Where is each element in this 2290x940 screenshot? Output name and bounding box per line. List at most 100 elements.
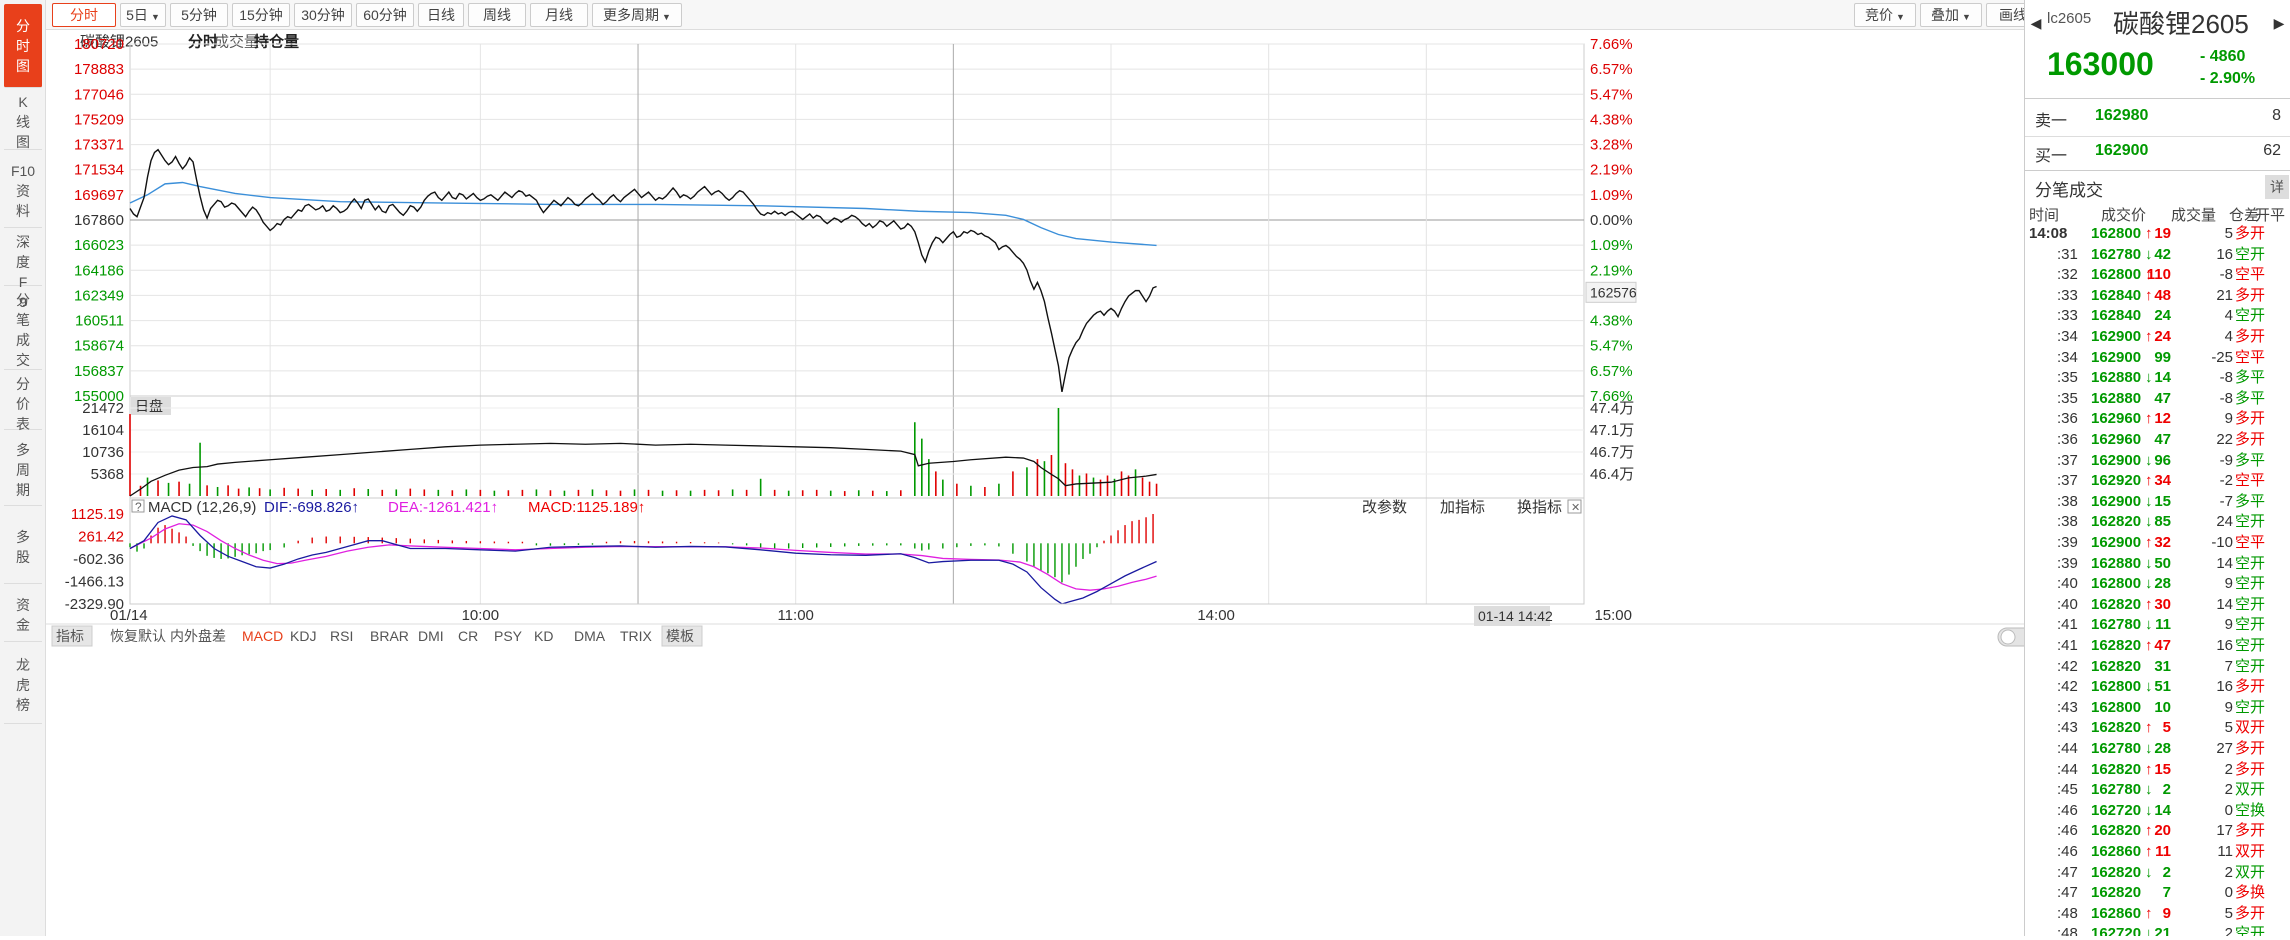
indicator-tab-2[interactable]: 内外盘差: [170, 628, 226, 644]
volume-axis-label: 5368: [91, 466, 124, 483]
tool-button-label: 画线: [1999, 7, 2027, 23]
price-axis-label: 156837: [74, 363, 124, 380]
nav-item-6[interactable]: 多周期: [4, 434, 42, 506]
period-button-3[interactable]: 15分钟: [232, 3, 290, 27]
indicator-tab-8[interactable]: CR: [458, 628, 478, 644]
trades-detail-button[interactable]: 详: [2265, 175, 2289, 199]
trade-oi-change: -8: [2219, 389, 2233, 407]
trade-volume: 28: [2154, 575, 2171, 593]
prev-arrow-icon[interactable]: ◀: [2030, 15, 2042, 31]
nav-item-4[interactable]: 分笔成交: [4, 290, 42, 370]
nav-item-2[interactable]: F10 资料: [4, 154, 42, 228]
trade-time: :40: [2057, 575, 2078, 593]
period-button-6[interactable]: 日线: [418, 3, 464, 27]
indicator-tab-9[interactable]: PSY: [494, 628, 523, 644]
nav-item-7[interactable]: 多股: [4, 510, 42, 584]
trade-row: :32 162800 ↑ 110 -8 空平: [2025, 265, 2290, 286]
indicator-tab-10[interactable]: KD: [534, 628, 553, 644]
trade-direction-icon: ↓: [2145, 801, 2153, 819]
indicator-tab-3[interactable]: MACD: [242, 628, 283, 644]
indicator-tab-4[interactable]: KDJ: [290, 628, 316, 644]
trade-oi-change: 2: [2224, 863, 2233, 881]
period-button-9[interactable]: 更多周期 ▼: [592, 3, 682, 27]
macd-link-2[interactable]: 换指标: [1517, 499, 1562, 516]
trade-time: :33: [2057, 307, 2078, 325]
period-button-label: 更多周期: [603, 7, 660, 23]
trade-open-close: 双开: [2235, 863, 2266, 881]
trade-open-close: 多平: [2235, 492, 2266, 510]
percent-axis-label: 4.38%: [1590, 111, 1633, 128]
trade-row: :39 162900 ↑ 32 -10 空平: [2025, 533, 2290, 554]
nav-item-8[interactable]: 资金: [4, 588, 42, 642]
nav-item-0[interactable]: 分时图: [4, 4, 42, 88]
trade-price: 162800: [2091, 225, 2142, 242]
indicator-tab-13[interactable]: 模板: [666, 628, 694, 644]
trade-direction-icon: ↓: [2145, 554, 2153, 572]
trade-volume: 99: [2154, 348, 2171, 366]
macd-dif-value: DIF:-698.826↑: [264, 499, 359, 516]
trade-time: :32: [2057, 266, 2078, 284]
help-icon-box[interactable]: [131, 499, 145, 513]
period-button-2[interactable]: 5分钟: [170, 3, 228, 27]
trade-open-close: 多开: [2235, 225, 2266, 242]
nav-item-9[interactable]: 龙虎榜: [4, 646, 42, 724]
macd-dea-value: DEA:-1261.421↑: [388, 499, 498, 516]
trade-row: :46 162820 ↑ 20 17 多开: [2025, 821, 2290, 842]
trade-row: :43 162820 ↑ 5 5 双开: [2025, 718, 2290, 739]
macd-hist-value: MACD:1125.189↑: [528, 499, 645, 516]
period-button-8[interactable]: 月线: [530, 3, 588, 27]
trade-time: :33: [2057, 286, 2078, 304]
tool-button-1[interactable]: 叠加 ▼: [1920, 3, 1982, 27]
nav-item-5[interactable]: 分价表: [4, 374, 42, 432]
bid-label: 买一: [2035, 148, 2068, 165]
tool-button-0[interactable]: 竞价 ▼: [1854, 3, 1916, 27]
trade-row: :45 162780 ↓ 2 2 双开: [2025, 780, 2290, 801]
period-button-0[interactable]: 分时: [52, 3, 116, 27]
period-button-label: 5日: [126, 7, 148, 23]
trades-list[interactable]: 14:08 162800 ↑ 19 5 多开:31 162780 ↓ 42 16 空开:32 1628…: [2025, 224, 2290, 936]
next-arrow-icon[interactable]: ▶: [2273, 15, 2285, 31]
percent-axis-label: 1.09%: [1590, 187, 1633, 204]
trade-volume: 14: [2154, 801, 2171, 819]
macd-link-0[interactable]: 改参数: [1362, 499, 1407, 516]
trade-row: :37 162920 ↑ 34 -2 空平: [2025, 471, 2290, 492]
divider: [2025, 136, 2290, 137]
indicator-tab-0[interactable]: 指标: [56, 628, 84, 644]
divider: [2025, 170, 2290, 171]
trade-volume: 11: [2155, 843, 2171, 860]
trade-row: :43 162800 10 9 空开: [2025, 698, 2290, 719]
trade-volume: 47: [2154, 431, 2171, 448]
trades-title: 分笔成交: [2035, 181, 2103, 200]
bid-volume: 62: [2263, 142, 2281, 159]
trade-volume: 110: [2146, 266, 2171, 284]
period-button-7[interactable]: 周线: [468, 3, 526, 27]
quote-panel: ◀ lc2605 碳酸锂2605 ▶ 163000 - 4860 - 2.90%…: [2024, 0, 2290, 936]
trade-oi-change: 4: [2224, 328, 2233, 345]
macd-link-1[interactable]: 加指标: [1440, 499, 1485, 516]
trade-open-close: 多开: [2235, 822, 2266, 840]
trade-price: 162840: [2091, 286, 2142, 304]
percent-axis-label: 7.66%: [1590, 36, 1633, 53]
trades-header-cell: 成交价: [2101, 207, 2147, 224]
period-button-4[interactable]: 30分钟: [294, 3, 352, 27]
indicator-tab-12[interactable]: TRIX: [620, 628, 653, 644]
contract-name: 碳酸锂2605: [2113, 9, 2249, 39]
indicator-tab-6[interactable]: BRAR: [370, 628, 409, 644]
period-button-5[interactable]: 60分钟: [356, 3, 414, 27]
indicator-tab-11[interactable]: DMA: [574, 628, 606, 644]
chart-tab-volume: 成交量: [214, 32, 259, 50]
indicator-tab-1[interactable]: 恢复默认: [110, 628, 166, 644]
trades-header-cell: 时间: [2029, 207, 2060, 224]
trade-row: :33 162840 24 4 空开: [2025, 306, 2290, 327]
indicator-tab-7[interactable]: DMI: [418, 628, 444, 644]
indicator-tab-5[interactable]: RSI: [330, 628, 353, 644]
trade-time: :43: [2057, 719, 2078, 737]
trade-oi-change: -8: [2219, 369, 2233, 387]
volume-axis-label: 16104: [82, 422, 124, 439]
trade-price: 162900: [2091, 492, 2142, 510]
close-icon-box[interactable]: [1567, 499, 1582, 514]
period-button-1[interactable]: 5日 ▼: [120, 3, 166, 27]
